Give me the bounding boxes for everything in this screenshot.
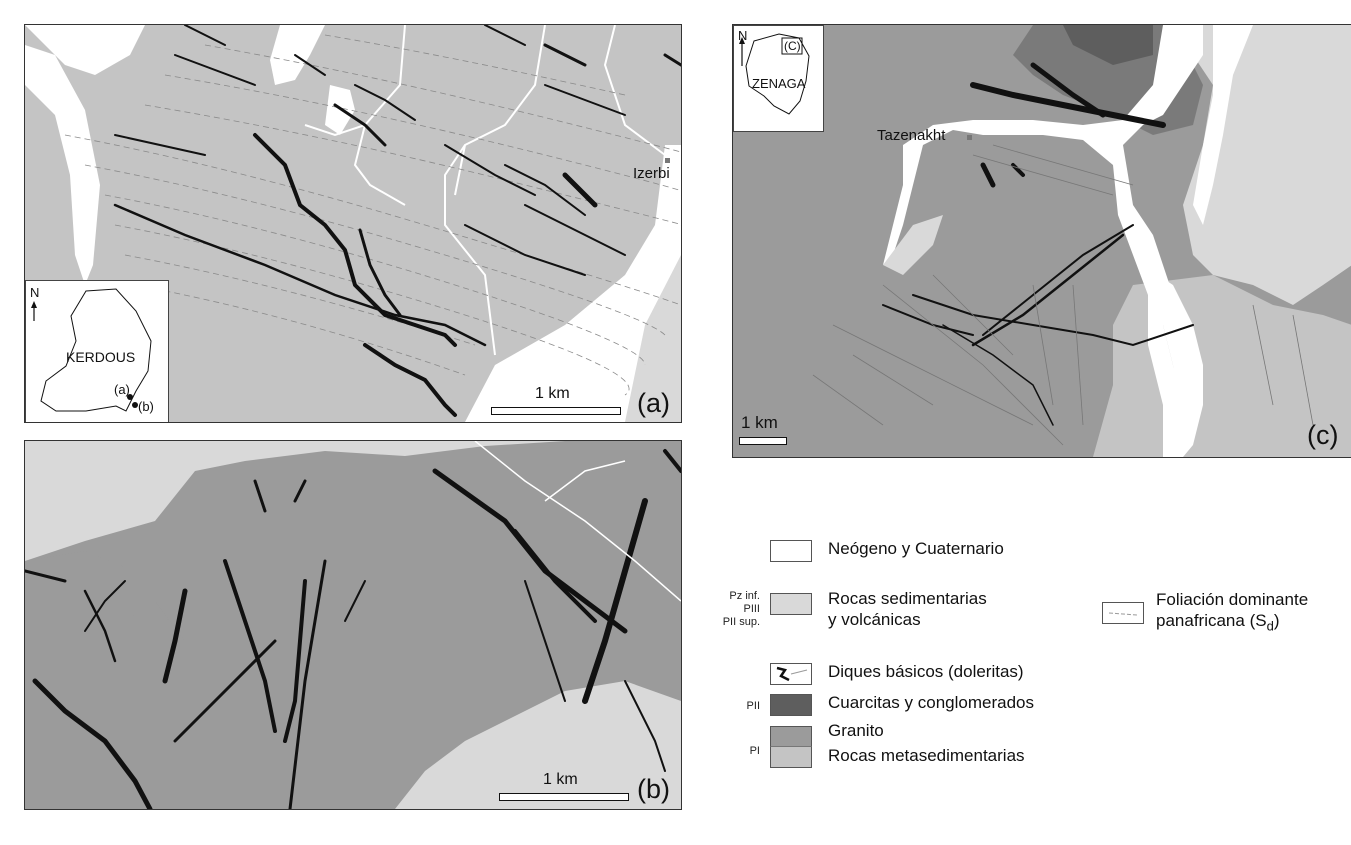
sedim-b-center	[105, 601, 175, 681]
legend-label-granito: Granito	[828, 721, 884, 740]
legend-swatch-cuarcitas	[770, 694, 812, 716]
tributaries-a	[304, 25, 666, 356]
legend-label-neogeno: Neógeno y Cuaternario	[828, 539, 1004, 558]
legend-code-pz: Pz inf.	[729, 590, 760, 602]
neogene-east	[465, 145, 681, 422]
foliacion-text: panafricana (S	[1156, 611, 1267, 630]
scale-bar-line-b	[499, 793, 629, 801]
scale-label-c: 1 km	[741, 413, 778, 432]
panel-label-c: (c)	[1307, 420, 1339, 450]
legend-label-rocas-2: y volcánicas	[828, 610, 921, 629]
legend-label-foliacion-2: panafricana (Sd)	[1156, 611, 1279, 636]
legend-swatch-diques	[770, 663, 812, 685]
neogene-river-a2	[25, 25, 145, 75]
legend-swatch-neogeno	[770, 540, 812, 562]
dike-symbol-icon	[776, 666, 808, 682]
legend-label-metased: Rocas metasedimentarias	[828, 746, 1025, 765]
kerdous-outline	[31, 288, 152, 412]
legend-code-pi: PI	[749, 745, 760, 757]
legend-swatch-foliacion	[1102, 602, 1144, 624]
inset-kerdous: N KERDOUS (a) (b)	[25, 280, 169, 422]
inset-marker-b: (b)	[138, 399, 154, 414]
map-panel-b: 1 km (b)	[24, 440, 682, 810]
map-b-canvas	[25, 441, 681, 809]
scale-bar-c: 1 km	[739, 413, 799, 445]
dikes-c	[882, 62, 1194, 426]
place-izerbi: Izerbi	[633, 165, 670, 182]
scale-bar-line-c	[739, 437, 787, 445]
town-marker-izerbi	[665, 158, 670, 163]
inset-zenaga: N ZENAGA (C)	[733, 25, 824, 132]
zenaga-outline	[739, 33, 810, 115]
foliation-symbol-icon	[1108, 612, 1138, 616]
place-tazenakht: Tazenakht	[877, 127, 946, 144]
foliacion-subscript: d	[1266, 618, 1274, 634]
foliation-c	[812, 144, 1314, 446]
panel-label-a: (a)	[637, 388, 670, 418]
neogene-c-east	[1193, 25, 1253, 225]
inset-region-label-c: ZENAGA	[752, 76, 806, 91]
neogene-river-a1	[25, 45, 100, 285]
legend-code-piii: PIII	[743, 603, 760, 615]
legend: Neógeno y Cuaternario Pz inf. PIII PII s…	[700, 520, 1351, 820]
inset-marker-a: (a)	[114, 382, 130, 397]
legend-label-diques: Diques básicos (doleritas)	[828, 662, 1024, 681]
legend-code-pii: PII	[746, 700, 760, 712]
scale-bar-b: 1 km	[499, 771, 629, 801]
legend-swatch-metased	[770, 746, 812, 768]
legend-label-rocas-1: Rocas sedimentarias	[828, 589, 987, 608]
scale-bar-a: 1 km	[491, 385, 621, 415]
panel-label-b: (b)	[637, 774, 670, 804]
map-panel-a: Izerbi N KERDOUS (a) (b) 1 km (a)	[24, 24, 682, 423]
map-c-canvas	[812, 25, 1351, 457]
foliacion-close: )	[1273, 611, 1280, 630]
inset-region-label: KERDOUS	[66, 349, 136, 365]
dikes-b	[25, 449, 681, 809]
neogene-c-south	[1158, 275, 1203, 457]
legend-swatch-granito	[770, 726, 812, 747]
legend-label-cuarcitas: Cuarcitas y conglomerados	[828, 693, 1034, 712]
map-a-canvas	[25, 25, 681, 422]
map-panel-c: Tazenakht N ZENAGA (C) 1 km (c)	[732, 24, 1351, 458]
town-marker-tazenakht	[967, 135, 972, 140]
scale-label-a: 1 km	[535, 385, 570, 402]
scale-bar-line-a	[491, 407, 621, 415]
sedim-c-west	[883, 215, 943, 275]
foliation-traces-a	[64, 34, 681, 396]
legend-label-foliacion-1: Foliación dominante	[1156, 590, 1309, 609]
neogene-c-river	[883, 25, 1203, 457]
legend-swatch-sedimentarias	[770, 593, 812, 615]
inset-north-label: N	[30, 285, 40, 300]
legend-code-piisup: PII sup.	[722, 616, 760, 628]
inset-north-label-c: N	[738, 28, 748, 43]
roads-b	[474, 441, 681, 602]
neogene-river-a3	[270, 25, 325, 85]
cuarcitas-c-dark	[1063, 25, 1153, 65]
sedim-east	[625, 255, 681, 422]
scale-label-b: 1 km	[543, 771, 578, 788]
dikes-a	[44, 25, 681, 417]
inset-marker-c: (C)	[784, 39, 801, 53]
